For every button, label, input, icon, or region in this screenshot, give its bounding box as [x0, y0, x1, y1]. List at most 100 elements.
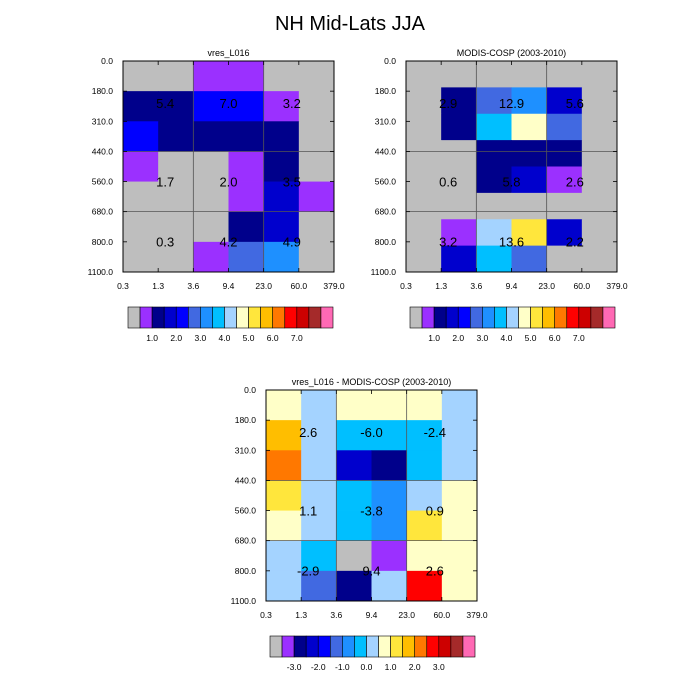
heatmap-cell: [546, 166, 583, 194]
heatmap-cell: [476, 87, 512, 115]
cell-value-label: 2.2: [566, 234, 584, 249]
heatmap-cell: [371, 450, 408, 481]
cell-value-label: -6.0: [360, 425, 382, 440]
heatmap-cell: [298, 211, 335, 243]
colorbar-swatch: [260, 306, 274, 329]
x-tick-label: 3.6: [330, 610, 342, 620]
heatmap-cell: [266, 420, 302, 451]
colorbar-swatch: [462, 635, 476, 658]
heatmap-cell: [546, 87, 583, 115]
heatmap-cell: [123, 211, 159, 243]
cell-value-label: 5.4: [156, 96, 174, 111]
colorbar-swatch: [163, 306, 177, 329]
heatmap-cell: [228, 61, 265, 92]
colorbar-label: 6.0: [549, 333, 561, 343]
heatmap-cell: [228, 151, 265, 182]
colorbar-swatch: [305, 635, 319, 658]
heatmap-cell: [441, 510, 478, 542]
heatmap-cell: [441, 61, 477, 88]
heatmap-cell: [193, 151, 229, 182]
heatmap-cell: [298, 91, 335, 122]
heatmap-cell: [301, 540, 337, 572]
x-tick-label: 0.3: [260, 610, 272, 620]
colorbar-swatch: [329, 635, 343, 658]
colorbar-swatch: [530, 306, 543, 329]
heatmap-cell: [406, 113, 442, 141]
heatmap-cell: [301, 420, 337, 451]
heatmap-cell: [298, 61, 335, 92]
y-tick-label: 0.0: [244, 385, 256, 395]
heatmap-cell: [336, 570, 372, 602]
heatmap-cell: [263, 211, 300, 243]
heatmap-cell: [511, 61, 548, 88]
heatmap-cell: [511, 166, 548, 194]
cell-value-label: 1.1: [299, 503, 317, 518]
heatmap-cell: [123, 241, 159, 273]
heatmap-cell: [406, 192, 442, 220]
heatmap-cell: [441, 570, 478, 602]
heatmap-cell: [406, 166, 442, 194]
heatmap-cell: [298, 181, 335, 213]
cell-value-label: 4.2: [219, 234, 237, 249]
cell-value-label: 2.9: [439, 96, 457, 111]
colorbar-swatch: [212, 306, 225, 329]
heatmap-cell: [546, 140, 583, 167]
x-tick-label: 60.0: [434, 610, 451, 620]
colorbar-swatch: [248, 306, 261, 329]
colorbar-swatch: [566, 306, 580, 329]
y-tick-label: 310.0: [235, 445, 257, 455]
y-tick-label: 1100.0: [88, 267, 114, 277]
x-tick-label: 60.0: [574, 281, 591, 291]
cell-value-label: 2.6: [426, 563, 444, 578]
cell-value-label: 5.8: [502, 174, 520, 189]
x-tick-label: 1.3: [295, 610, 307, 620]
heatmap-cell: [441, 219, 477, 247]
colorbar-label: 6.0: [267, 333, 279, 343]
y-tick-label: 680.0: [235, 536, 257, 546]
heatmap-cell: [406, 87, 442, 115]
colorbar-label: 3.0: [194, 333, 206, 343]
heatmap-cell: [476, 140, 512, 167]
y-tick-label: 0.0: [101, 56, 113, 66]
colorbar-swatch: [151, 306, 165, 329]
heatmap-cell: [371, 480, 408, 511]
heatmap-cell: [441, 420, 478, 451]
figure-title: NH Mid-Lats JJA: [275, 13, 426, 35]
colorbar-swatch: [293, 635, 307, 658]
y-tick-label: 440.0: [375, 147, 397, 157]
cell-value-label: 2.6: [566, 174, 584, 189]
colorbar-swatch: [438, 635, 452, 658]
colorbar-swatch: [236, 306, 249, 329]
heatmap-cell: [476, 166, 512, 194]
colorbar-swatch: [224, 306, 237, 329]
heatmap-cell: [406, 480, 443, 511]
colorbar-swatch: [296, 306, 310, 329]
heatmap-cell: [581, 166, 618, 194]
colorbar-swatch: [272, 306, 286, 329]
heatmap-cell: [158, 211, 194, 243]
colorbar-label: 2.0: [170, 333, 182, 343]
heatmap-cell: [546, 245, 583, 273]
heatmap-cell: [193, 91, 229, 122]
cell-value-label: 7.0: [219, 96, 237, 111]
heatmap-cell: [476, 113, 512, 141]
y-tick-label: 680.0: [375, 207, 397, 217]
heatmap-cell: [123, 61, 159, 92]
heatmap-cell: [336, 510, 372, 542]
heatmap-cell: [406, 61, 442, 88]
y-tick-label: 0.0: [384, 56, 396, 66]
heatmap-cell: [546, 192, 583, 220]
heatmap-cell: [581, 245, 618, 273]
colorbar-label: 2.0: [452, 333, 464, 343]
heatmap-cell: [511, 113, 548, 141]
heatmap-cell: [158, 151, 194, 182]
x-tick-label: 9.4: [366, 610, 378, 620]
colorbar-swatch: [457, 306, 471, 329]
heatmap-cell: [301, 480, 337, 511]
heatmap-cell: [298, 241, 335, 273]
heatmap-cell: [266, 390, 302, 421]
heatmap-cell: [158, 121, 194, 152]
heatmap-cell: [266, 510, 302, 542]
x-tick-label: 23.0: [538, 281, 555, 291]
cell-value-label: 13.6: [499, 234, 524, 249]
